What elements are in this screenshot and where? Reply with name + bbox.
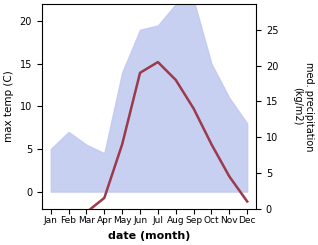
Y-axis label: med. precipitation
(kg/m2): med. precipitation (kg/m2) xyxy=(292,62,314,151)
Y-axis label: max temp (C): max temp (C) xyxy=(4,71,14,142)
X-axis label: date (month): date (month) xyxy=(108,231,190,241)
